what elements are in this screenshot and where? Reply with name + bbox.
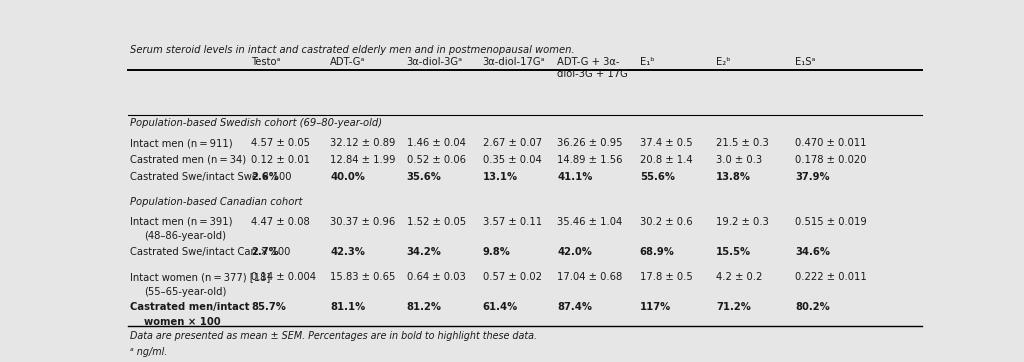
Text: 0.515 ± 0.019: 0.515 ± 0.019 (796, 217, 867, 227)
Text: 3α-diol-3Gᵃ: 3α-diol-3Gᵃ (407, 58, 463, 67)
Text: 42.0%: 42.0% (557, 247, 592, 257)
Text: 32.12 ± 0.89: 32.12 ± 0.89 (331, 138, 395, 148)
Text: 80.2%: 80.2% (796, 302, 830, 312)
Text: Castrated men (n = 34): Castrated men (n = 34) (130, 155, 246, 165)
Text: 4.47 ± 0.08: 4.47 ± 0.08 (251, 217, 309, 227)
Text: 61.4%: 61.4% (482, 302, 518, 312)
Text: 2.7%: 2.7% (251, 247, 279, 257)
Text: 19.2 ± 0.3: 19.2 ± 0.3 (716, 217, 769, 227)
Text: 0.178 ± 0.020: 0.178 ± 0.020 (796, 155, 867, 165)
Text: Population-based Swedish cohort (69–80-year-old): Population-based Swedish cohort (69–80-y… (130, 118, 382, 128)
Text: 87.4%: 87.4% (557, 302, 592, 312)
Text: E₁Sᵃ: E₁Sᵃ (796, 58, 816, 67)
Text: 13.1%: 13.1% (482, 172, 518, 182)
Text: women × 100: women × 100 (143, 317, 220, 327)
Text: 35.46 ± 1.04: 35.46 ± 1.04 (557, 217, 623, 227)
Text: Castrated men/intact: Castrated men/intact (130, 302, 249, 312)
Text: 14.89 ± 1.56: 14.89 ± 1.56 (557, 155, 623, 165)
Text: 0.222 ± 0.011: 0.222 ± 0.011 (796, 272, 867, 282)
Text: 0.57 ± 0.02: 0.57 ± 0.02 (482, 272, 542, 282)
Text: 30.2 ± 0.6: 30.2 ± 0.6 (640, 217, 692, 227)
Text: 41.1%: 41.1% (557, 172, 593, 182)
Text: 34.6%: 34.6% (796, 247, 830, 257)
Text: Castrated Swe/intact Can × 100: Castrated Swe/intact Can × 100 (130, 247, 290, 257)
Text: 35.6%: 35.6% (407, 172, 441, 182)
Text: Intact men (n = 911): Intact men (n = 911) (130, 138, 232, 148)
Text: 81.1%: 81.1% (331, 302, 366, 312)
Text: 34.2%: 34.2% (407, 247, 441, 257)
Text: E₂ᵇ: E₂ᵇ (716, 58, 731, 67)
Text: 0.64 ± 0.03: 0.64 ± 0.03 (407, 272, 465, 282)
Text: 36.26 ± 0.95: 36.26 ± 0.95 (557, 138, 623, 148)
Text: 2.6%: 2.6% (251, 172, 279, 182)
Text: 117%: 117% (640, 302, 671, 312)
Text: 1.52 ± 0.05: 1.52 ± 0.05 (407, 217, 466, 227)
Text: 40.0%: 40.0% (331, 172, 366, 182)
Text: 21.5 ± 0.3: 21.5 ± 0.3 (716, 138, 769, 148)
Text: 0.52 ± 0.06: 0.52 ± 0.06 (407, 155, 466, 165)
Text: 3α-diol-17Gᵃ: 3α-diol-17Gᵃ (482, 58, 546, 67)
Text: Testoᵃ: Testoᵃ (251, 58, 281, 67)
Text: Data are presented as mean ± SEM. Percentages are in bold to highlight these dat: Data are presented as mean ± SEM. Percen… (130, 331, 537, 341)
Text: Intact men (n = 391): Intact men (n = 391) (130, 217, 232, 227)
Text: 13.8%: 13.8% (716, 172, 751, 182)
Text: 4.2 ± 0.2: 4.2 ± 0.2 (716, 272, 763, 282)
Text: (48–86-year-old): (48–86-year-old) (143, 231, 226, 241)
Text: 0.12 ± 0.01: 0.12 ± 0.01 (251, 155, 310, 165)
Text: 4.57 ± 0.05: 4.57 ± 0.05 (251, 138, 310, 148)
Text: 3.57 ± 0.11: 3.57 ± 0.11 (482, 217, 542, 227)
Text: 15.83 ± 0.65: 15.83 ± 0.65 (331, 272, 395, 282)
Text: E₁ᵇ: E₁ᵇ (640, 58, 654, 67)
Text: 3.0 ± 0.3: 3.0 ± 0.3 (716, 155, 762, 165)
Text: 1.46 ± 0.04: 1.46 ± 0.04 (407, 138, 466, 148)
Text: 20.8 ± 1.4: 20.8 ± 1.4 (640, 155, 692, 165)
Text: 42.3%: 42.3% (331, 247, 366, 257)
Text: Intact women (n = 377) [18]: Intact women (n = 377) [18] (130, 272, 270, 282)
Text: 71.2%: 71.2% (716, 302, 751, 312)
Text: 12.84 ± 1.99: 12.84 ± 1.99 (331, 155, 396, 165)
Text: 55.6%: 55.6% (640, 172, 675, 182)
Text: ᵃ ng/ml.: ᵃ ng/ml. (130, 347, 167, 357)
Text: 37.9%: 37.9% (796, 172, 830, 182)
Text: 9.8%: 9.8% (482, 247, 511, 257)
Text: Serum steroid levels in intact and castrated elderly men and in postmenopausal w: Serum steroid levels in intact and castr… (130, 45, 574, 55)
Text: 68.9%: 68.9% (640, 247, 675, 257)
Text: ADT-G + 3α-
diol-3G + 17G: ADT-G + 3α- diol-3G + 17G (557, 58, 628, 79)
Text: 37.4 ± 0.5: 37.4 ± 0.5 (640, 138, 692, 148)
Text: (55–65-year-old): (55–65-year-old) (143, 286, 226, 296)
Text: 2.67 ± 0.07: 2.67 ± 0.07 (482, 138, 542, 148)
Text: 0.14 ± 0.004: 0.14 ± 0.004 (251, 272, 316, 282)
Text: 17.8 ± 0.5: 17.8 ± 0.5 (640, 272, 692, 282)
Text: Population-based Canadian cohort: Population-based Canadian cohort (130, 197, 302, 207)
Text: ADT-Gᵃ: ADT-Gᵃ (331, 58, 366, 67)
Text: 0.35 ± 0.04: 0.35 ± 0.04 (482, 155, 542, 165)
Text: 85.7%: 85.7% (251, 302, 286, 312)
Text: 0.470 ± 0.011: 0.470 ± 0.011 (796, 138, 867, 148)
Text: 81.2%: 81.2% (407, 302, 441, 312)
Text: Castrated Swe/intact Swe × 100: Castrated Swe/intact Swe × 100 (130, 172, 291, 182)
Text: 30.37 ± 0.96: 30.37 ± 0.96 (331, 217, 395, 227)
Text: 17.04 ± 0.68: 17.04 ± 0.68 (557, 272, 623, 282)
Text: 15.5%: 15.5% (716, 247, 752, 257)
